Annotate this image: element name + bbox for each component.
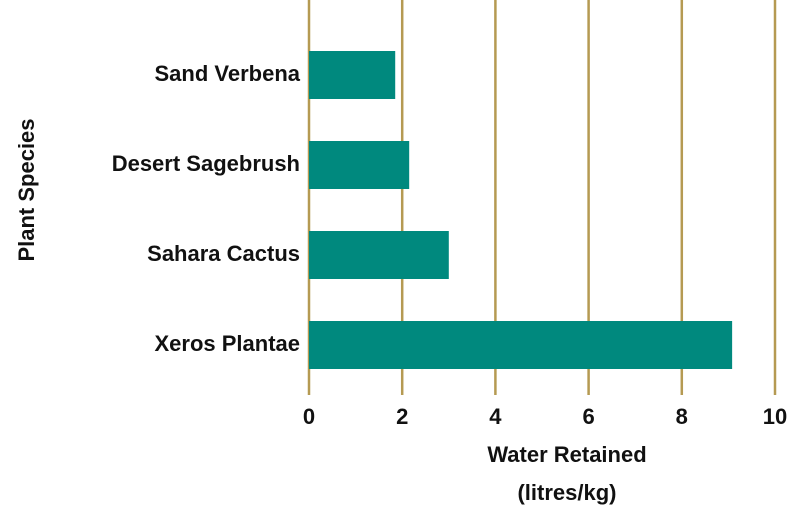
x-tick-label: 6	[582, 404, 594, 429]
x-tick-label: 10	[763, 404, 787, 429]
y-axis-label: Plant Species	[14, 118, 39, 261]
bar	[309, 321, 733, 369]
y-tick-label: Desert Sagebrush	[112, 151, 300, 176]
x-tick-label: 8	[676, 404, 688, 429]
y-tick-label: Xeros Plantae	[154, 331, 300, 356]
y-tick-label: Sand Verbena	[154, 61, 300, 86]
x-axis-label: (litres/kg)	[517, 480, 616, 505]
bar	[309, 231, 449, 279]
x-axis-label: Water Retained	[487, 442, 646, 467]
y-tick-label: Sahara Cactus	[147, 241, 300, 266]
x-tick-label: 0	[303, 404, 315, 429]
x-tick-label: 4	[489, 404, 502, 429]
bar	[309, 141, 410, 189]
bar	[309, 51, 396, 99]
x-tick-label: 2	[396, 404, 408, 429]
